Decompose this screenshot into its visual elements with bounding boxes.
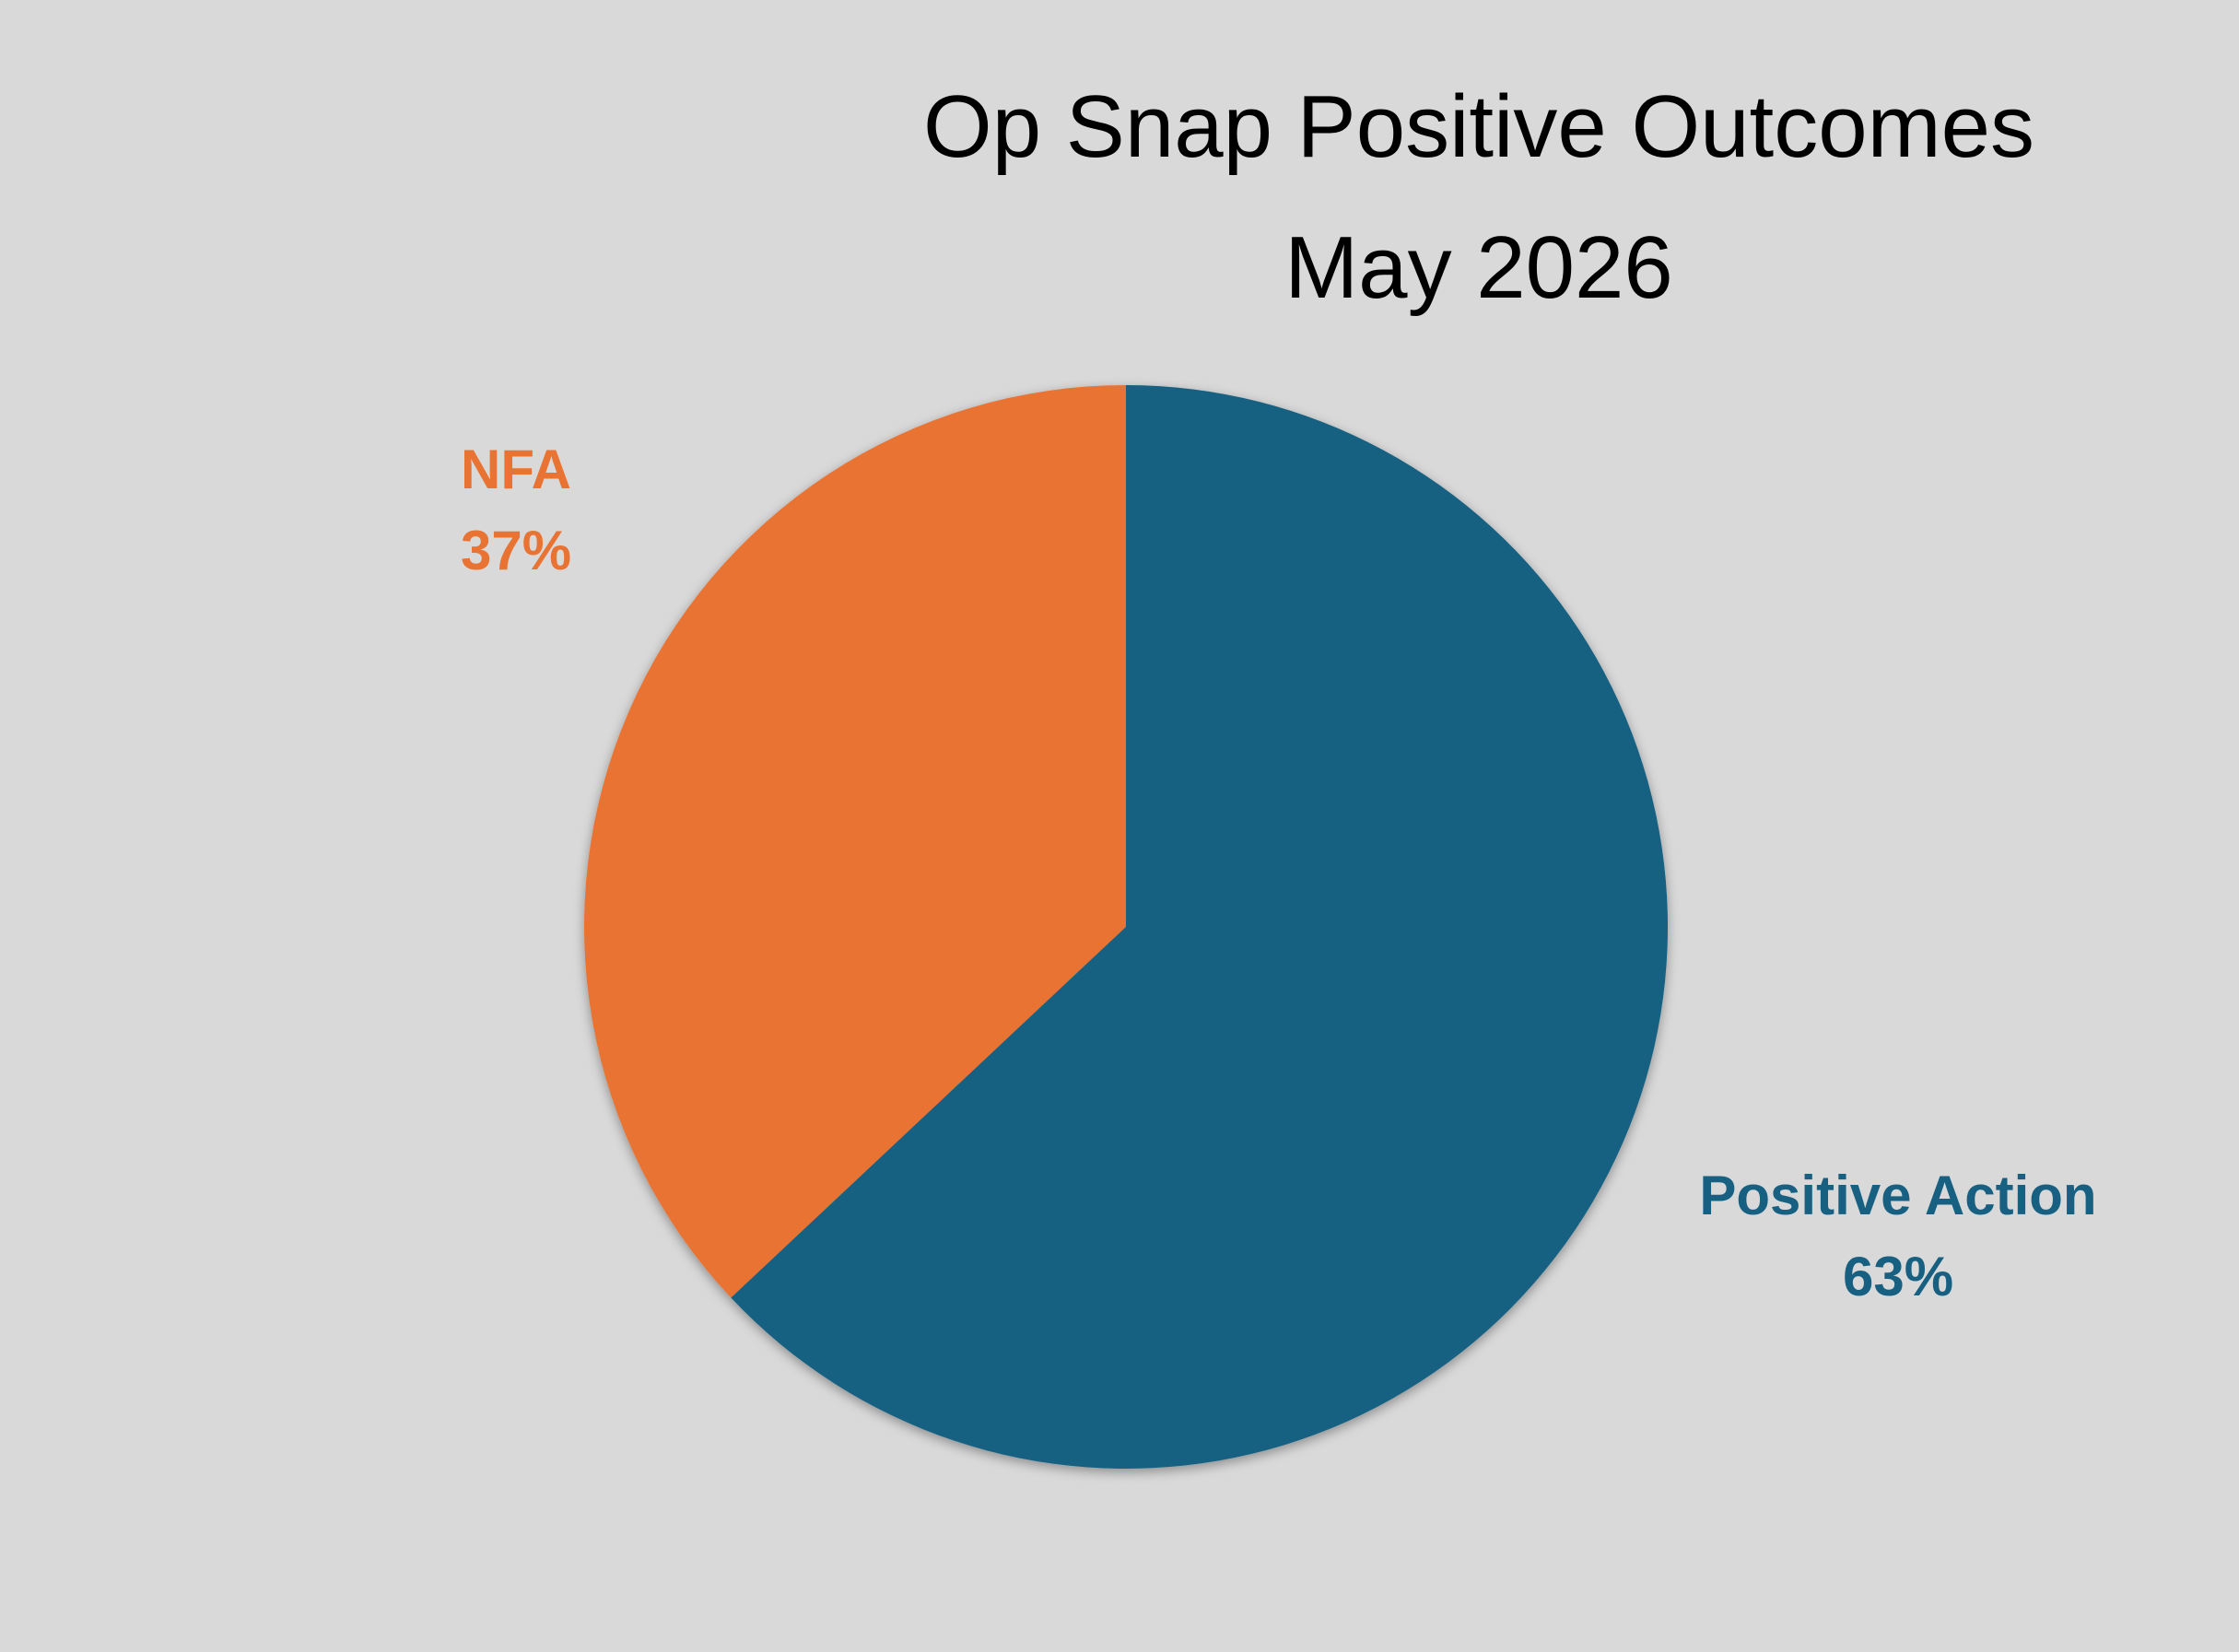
- pie-slice-positive-action: [731, 385, 1669, 1470]
- pie-slice-nfa: [584, 385, 1126, 1298]
- slice-label-nfa-percent: 37%: [460, 520, 572, 581]
- slice-label-positive-action-percent: 63%: [1842, 1246, 1954, 1307]
- slice-label-positive-action-name: Positive Action: [1699, 1165, 2097, 1226]
- chart-title: Op Snap Positive Outcomes: [923, 77, 2034, 176]
- chart-subtitle: May 2026: [1284, 218, 1673, 317]
- slice-label-nfa-name: NFA: [461, 439, 571, 500]
- slice-label-nfa: NFA 37%: [387, 429, 645, 592]
- slice-label-positive-action: Positive Action 63%: [1640, 1155, 2156, 1318]
